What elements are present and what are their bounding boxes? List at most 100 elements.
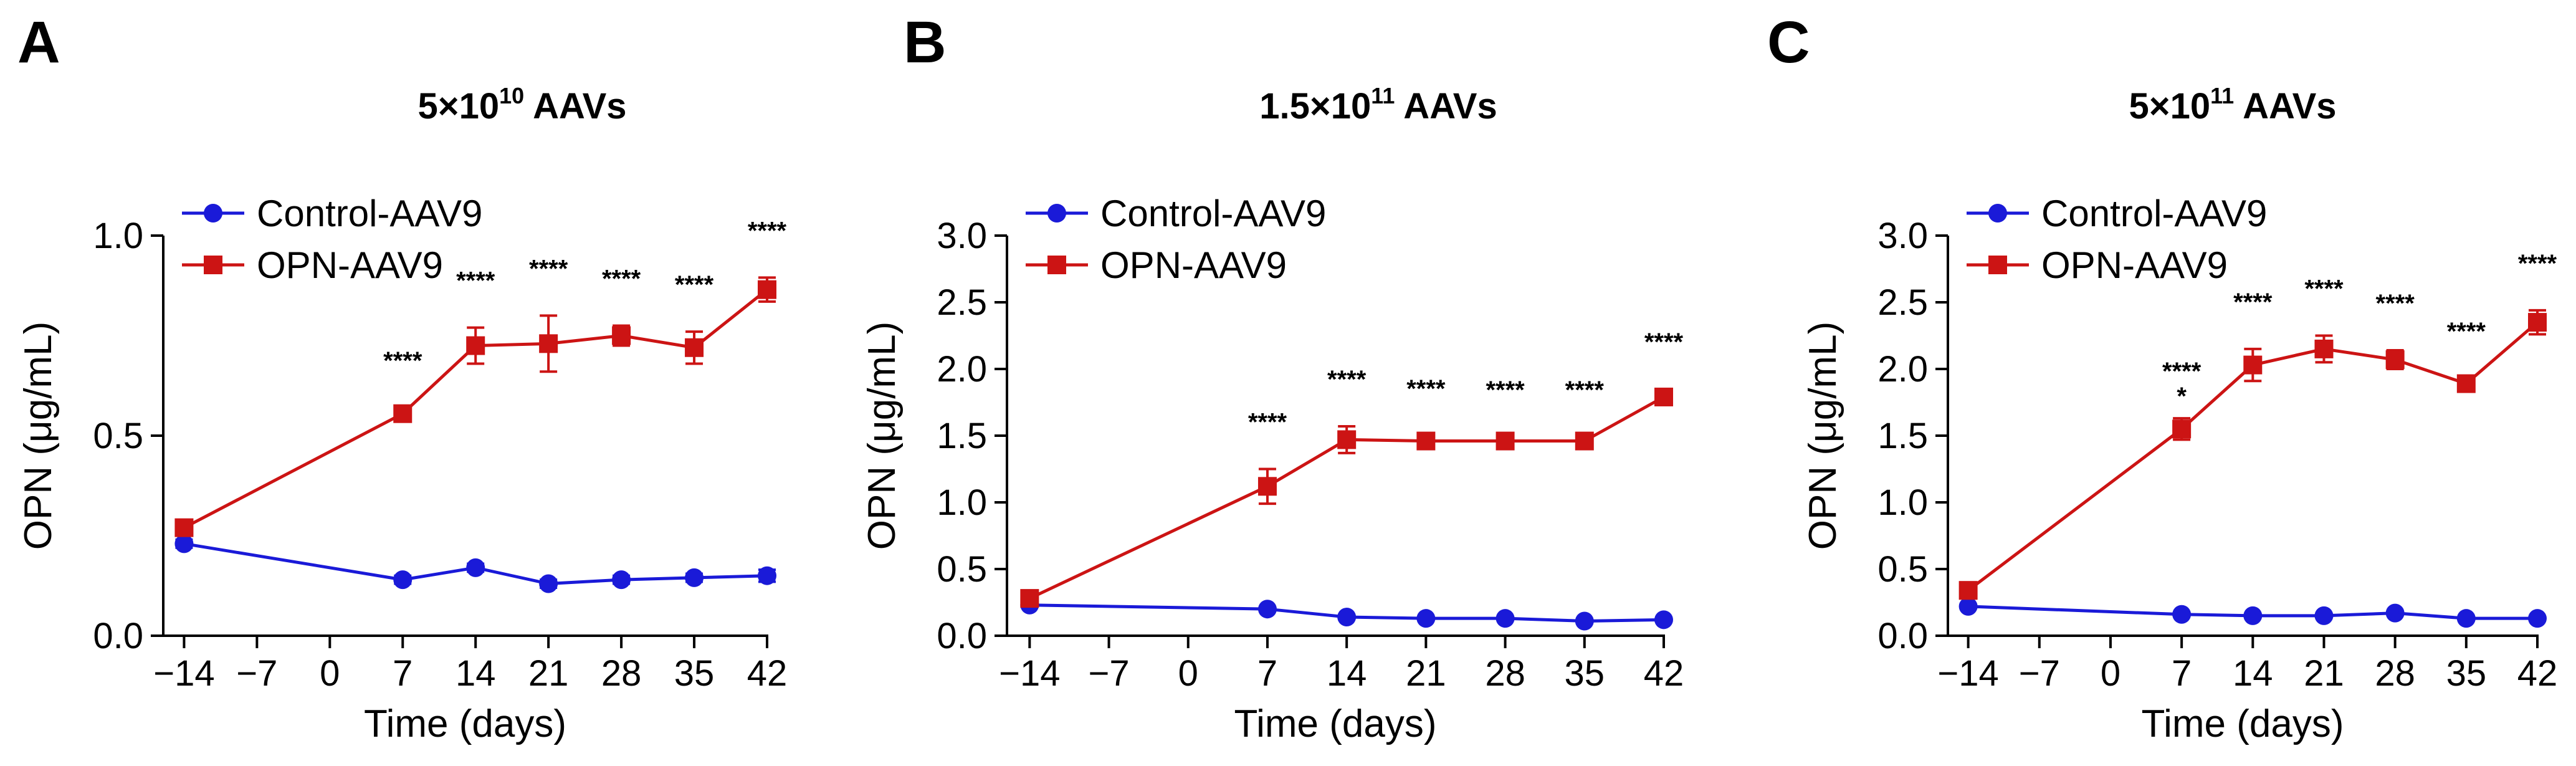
data-point [1416, 609, 1436, 628]
legend-label: Control-AAV9 [1100, 193, 1326, 234]
chart-title-base: 1.5×10 [1259, 86, 1371, 127]
x-tick-label: 0 [1178, 653, 1198, 694]
significance-marker: **** [1486, 376, 1525, 404]
data-point [539, 334, 558, 353]
data-point [174, 534, 194, 553]
data-point [2243, 606, 2263, 625]
data-point [2314, 606, 2334, 625]
x-tick-label: 0 [2101, 653, 2120, 694]
x-tick-label: 42 [747, 653, 788, 694]
chart-title-base: 5×10 [2129, 86, 2210, 127]
x-tick-label: 42 [2517, 653, 2558, 694]
chart-panel-b: B 1.5×1011 AAVs 0.0 0.5 1.0 1.5 2.0 2.5 3.0 −14 −7… [861, 9, 1684, 745]
y-tick-label: 2.0 [1877, 349, 1928, 390]
data-point [466, 336, 485, 355]
x-tick-label: 14 [1327, 653, 1367, 694]
significance-marker: **** [748, 217, 787, 244]
x-tick-label: −14 [153, 653, 214, 694]
legend-label: Control-AAV9 [2041, 193, 2267, 234]
chart-title-base: 5×10 [417, 86, 499, 127]
series-control-aav9 [1958, 596, 2547, 628]
y-axis-label: OPN (μg/mL) [17, 322, 60, 550]
series-opn-aav9 [174, 276, 776, 537]
legend-entry-opn-aav9: OPN-AAV9 [182, 244, 443, 286]
x-tick-label: −7 [236, 653, 277, 694]
legend-entry-control-aav9: Control-AAV9 [182, 193, 482, 234]
data-point [1416, 431, 1436, 451]
data-point [539, 574, 558, 593]
x-axis-label: Time (days) [1234, 702, 1437, 745]
legend-label: Control-AAV9 [257, 193, 482, 234]
x-tick-label: 35 [2446, 653, 2487, 694]
legend-marker [1988, 204, 2007, 223]
data-point [2385, 603, 2405, 623]
y-tick-label: 0.0 [93, 616, 143, 656]
data-point [174, 518, 194, 537]
y-tick-label: 3.0 [1877, 216, 1928, 256]
y-tick-label: 3.0 [937, 216, 987, 256]
data-point [1337, 608, 1357, 627]
data-point [758, 566, 776, 585]
significance-marker: **** [456, 267, 495, 295]
legend-label: OPN-AAV9 [2041, 244, 2228, 286]
y-tick-label: 0.5 [1877, 549, 1928, 590]
data-point [612, 326, 631, 345]
significance-marker: **** [1248, 409, 1287, 436]
data-point [1496, 609, 1515, 628]
legend-entry-control-aav9: Control-AAV9 [1026, 193, 1326, 234]
x-tick-label: 21 [1406, 653, 1446, 694]
y-tick-label: 0.0 [1877, 616, 1928, 656]
data-point [1257, 477, 1277, 496]
data-point [612, 570, 631, 590]
legend-entry-control-aav9: Control-AAV9 [1967, 193, 2267, 234]
data-point [685, 338, 704, 357]
x-tick-label: −14 [1937, 653, 1998, 694]
chart-title-suffix: AAVs [2234, 86, 2336, 127]
significance-marker: **** [383, 347, 422, 375]
legend-marker [204, 256, 222, 274]
significance-marker: **** [602, 265, 641, 292]
panel-letter: C [1767, 9, 1810, 75]
x-tick-label: −7 [1088, 653, 1129, 694]
data-point [1337, 430, 1357, 449]
data-point [2314, 339, 2334, 358]
significance-marker: **** [1644, 328, 1684, 356]
data-point [2243, 355, 2263, 375]
x-tick-label: 28 [1485, 653, 1525, 694]
x-tick-label: 35 [674, 653, 715, 694]
data-point [2385, 350, 2405, 370]
significance-marker: **** [2162, 358, 2202, 385]
series-opn-aav9 [1020, 387, 1673, 608]
chart-title: 5×1011 AAVs [2129, 83, 2336, 127]
y-tick-label: 1.5 [937, 416, 987, 456]
data-point [1958, 596, 1978, 616]
x-tick-label: 21 [2304, 653, 2344, 694]
y-tick-label: 1.0 [1877, 482, 1928, 523]
x-tick-label: 42 [1644, 653, 1684, 694]
chart-title: 5×1010 AAVs [417, 83, 626, 127]
x-axis-label: Time (days) [364, 702, 566, 745]
y-tick-label: 2.5 [937, 282, 987, 323]
legend-marker [1047, 256, 1066, 274]
chart-title-exponent: 11 [2210, 83, 2234, 108]
data-point [393, 570, 413, 590]
y-tick-label: 0.5 [937, 549, 987, 590]
significance-marker: **** [1565, 376, 1605, 404]
legend-label: OPN-AAV9 [1100, 244, 1287, 286]
data-point [2456, 374, 2476, 393]
data-point [1654, 610, 1673, 630]
data-point [1257, 600, 1277, 619]
data-point [1020, 589, 1039, 608]
significance-marker: * [2177, 383, 2187, 410]
data-point [2172, 419, 2192, 439]
significance-marker: **** [2233, 289, 2273, 316]
x-tick-label: 7 [393, 653, 413, 694]
y-tick-label: 0.0 [937, 616, 987, 656]
legend-label: OPN-AAV9 [257, 244, 443, 286]
x-tick-label: 28 [2375, 653, 2415, 694]
data-point [685, 568, 704, 587]
chart-panel-c: C 5×1011 AAVs 0.0 0.5 1.0 1.5 2.0 2.5 3.0 −14 −7 0 7… [1767, 9, 2557, 745]
y-tick-label: 1.5 [1877, 416, 1928, 456]
x-axis-label: Time (days) [2142, 702, 2344, 745]
